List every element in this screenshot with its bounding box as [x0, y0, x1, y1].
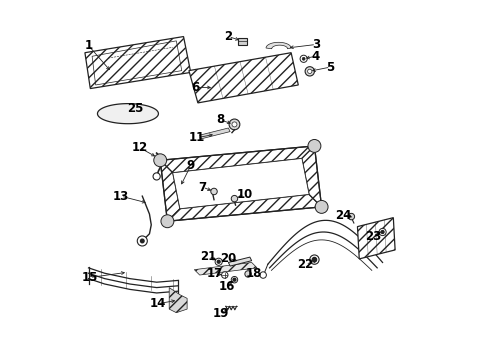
Text: 16: 16 — [218, 280, 234, 293]
Circle shape — [153, 154, 166, 167]
Circle shape — [137, 236, 147, 246]
Circle shape — [307, 69, 311, 73]
Circle shape — [153, 173, 160, 180]
Polygon shape — [265, 42, 290, 49]
Circle shape — [305, 67, 314, 76]
Text: 10: 10 — [236, 188, 252, 201]
Circle shape — [244, 271, 251, 277]
Circle shape — [309, 255, 319, 264]
Circle shape — [302, 57, 305, 60]
Circle shape — [217, 260, 220, 263]
Circle shape — [307, 139, 320, 152]
Polygon shape — [172, 158, 308, 209]
Polygon shape — [357, 218, 394, 259]
Circle shape — [161, 215, 174, 228]
Circle shape — [231, 122, 237, 127]
Text: 2: 2 — [224, 30, 232, 43]
Text: 24: 24 — [334, 209, 350, 222]
Text: 3: 3 — [311, 38, 320, 51]
Text: 6: 6 — [191, 81, 199, 94]
Polygon shape — [167, 194, 321, 221]
Text: 8: 8 — [216, 113, 224, 126]
Circle shape — [380, 230, 383, 233]
Text: 23: 23 — [364, 230, 380, 243]
Circle shape — [221, 272, 227, 278]
Polygon shape — [228, 257, 251, 266]
Text: 25: 25 — [127, 103, 143, 116]
Text: 18: 18 — [245, 267, 262, 280]
Text: 17: 17 — [206, 267, 223, 280]
Circle shape — [210, 188, 217, 195]
Polygon shape — [188, 53, 298, 103]
Polygon shape — [85, 37, 190, 89]
Text: 7: 7 — [198, 181, 206, 194]
Text: 22: 22 — [297, 258, 313, 271]
Text: 21: 21 — [200, 249, 216, 262]
Circle shape — [300, 55, 306, 62]
Text: 1: 1 — [84, 39, 92, 52]
Text: 20: 20 — [220, 252, 236, 265]
Text: 13: 13 — [112, 190, 129, 203]
Circle shape — [231, 276, 237, 283]
Circle shape — [140, 239, 144, 243]
Circle shape — [314, 201, 327, 213]
Polygon shape — [97, 104, 158, 124]
Polygon shape — [160, 160, 180, 221]
Circle shape — [347, 213, 354, 220]
Text: 11: 11 — [189, 131, 205, 144]
Circle shape — [233, 278, 235, 281]
Circle shape — [215, 258, 222, 265]
Text: 4: 4 — [311, 50, 319, 63]
Text: 15: 15 — [81, 271, 98, 284]
Polygon shape — [194, 262, 257, 275]
Text: 9: 9 — [186, 159, 194, 172]
Circle shape — [378, 228, 386, 235]
Text: 5: 5 — [326, 60, 334, 73]
Text: 14: 14 — [149, 297, 165, 310]
Polygon shape — [169, 288, 187, 313]
Text: 12: 12 — [131, 141, 147, 154]
Circle shape — [228, 119, 239, 130]
Polygon shape — [160, 146, 314, 173]
Polygon shape — [199, 128, 230, 139]
Bar — [238, 38, 247, 45]
Circle shape — [231, 195, 237, 202]
Text: 19: 19 — [213, 307, 229, 320]
Polygon shape — [301, 146, 321, 207]
Circle shape — [312, 257, 316, 262]
Circle shape — [260, 272, 266, 278]
